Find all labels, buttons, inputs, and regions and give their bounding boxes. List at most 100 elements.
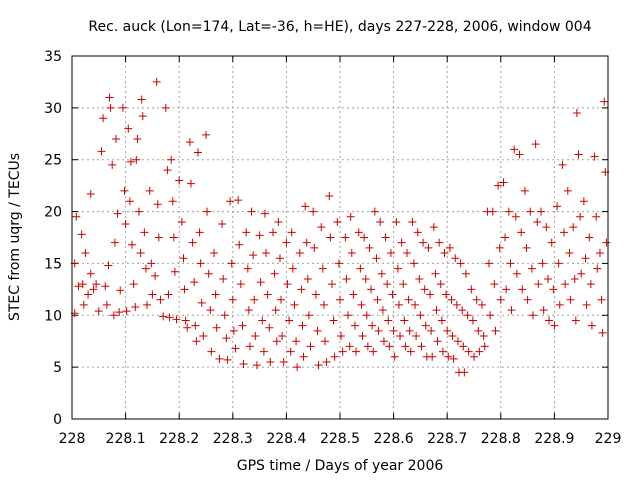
data-point — [595, 249, 604, 258]
data-point — [553, 202, 562, 211]
data-point — [537, 207, 545, 216]
data-point — [295, 249, 304, 258]
data-point — [121, 220, 130, 229]
data-point — [449, 354, 458, 363]
y-tick-label: 10 — [44, 308, 62, 324]
x-tick-label: 228.7 — [427, 431, 467, 447]
data-point — [438, 347, 447, 356]
data-point — [207, 347, 216, 356]
data-point — [165, 313, 174, 322]
data-point — [565, 249, 574, 258]
data-point — [396, 332, 405, 341]
data-point — [297, 285, 306, 294]
data-point — [271, 306, 280, 315]
data-point — [384, 316, 393, 325]
data-point — [262, 249, 271, 258]
data-point — [602, 238, 611, 247]
data-point — [432, 306, 441, 315]
data-point — [358, 332, 367, 341]
data-point — [94, 307, 103, 316]
data-point — [582, 300, 591, 309]
x-tick-label: 228.4 — [266, 431, 306, 447]
data-point — [345, 342, 354, 351]
data-point — [381, 233, 390, 242]
data-point — [122, 307, 131, 316]
data-point — [342, 274, 351, 283]
data-point — [420, 285, 429, 294]
data-point — [526, 207, 535, 216]
data-point — [147, 259, 156, 268]
data-point — [349, 290, 358, 299]
data-point — [101, 282, 110, 291]
data-point — [413, 228, 422, 237]
data-point — [547, 238, 556, 247]
data-point — [555, 300, 564, 309]
data-point — [474, 326, 483, 335]
data-point — [576, 212, 585, 221]
data-point — [156, 295, 165, 304]
data-point — [226, 197, 235, 206]
data-point — [436, 280, 445, 289]
data-point — [404, 295, 413, 304]
data-point — [320, 337, 329, 346]
data-point — [566, 295, 575, 304]
data-point — [259, 347, 268, 356]
data-point — [317, 223, 326, 232]
data-point — [84, 290, 93, 299]
data-point — [239, 360, 248, 369]
data-point — [424, 243, 433, 252]
data-point — [586, 280, 595, 289]
data-point — [563, 186, 572, 195]
data-point — [593, 264, 602, 273]
data-point — [403, 249, 411, 258]
data-point — [393, 264, 402, 273]
data-point — [444, 352, 453, 361]
data-point — [109, 311, 118, 320]
data-point — [125, 197, 134, 206]
data-point — [361, 274, 370, 283]
data-point — [138, 112, 147, 121]
data-point — [322, 357, 331, 366]
data-point — [362, 311, 371, 320]
data-point — [417, 342, 426, 351]
data-point — [163, 166, 172, 175]
x-tick-label: 228.8 — [481, 431, 521, 447]
data-point — [181, 316, 190, 325]
data-point — [148, 290, 157, 299]
x-tick-label: 228.9 — [534, 431, 574, 447]
data-point — [202, 130, 210, 139]
data-point — [106, 103, 115, 112]
data-point — [570, 274, 579, 283]
data-point — [347, 249, 356, 258]
data-point — [356, 264, 365, 273]
data-point — [511, 212, 520, 221]
data-point — [218, 220, 227, 229]
data-point — [293, 363, 302, 372]
data-point — [451, 254, 460, 263]
data-point — [569, 223, 578, 232]
data-point — [507, 306, 516, 315]
data-point — [304, 311, 313, 320]
data-point — [461, 269, 470, 278]
data-point — [229, 326, 238, 335]
data-point — [478, 300, 487, 309]
data-point — [427, 326, 436, 335]
data-point — [298, 321, 307, 330]
data-point — [270, 269, 279, 278]
y-tick-label: 20 — [44, 205, 62, 221]
data-point — [373, 295, 382, 304]
data-point — [234, 196, 243, 205]
data-point — [227, 259, 236, 268]
data-point — [285, 316, 294, 325]
data-point — [401, 342, 410, 351]
data-point — [383, 280, 392, 289]
data-point — [442, 290, 451, 299]
data-point — [283, 280, 292, 289]
data-point — [354, 228, 363, 237]
data-point — [132, 155, 141, 164]
data-point — [168, 197, 177, 206]
data-point — [151, 271, 160, 280]
data-point — [456, 259, 465, 268]
data-point — [78, 280, 87, 289]
data-point — [600, 97, 609, 106]
